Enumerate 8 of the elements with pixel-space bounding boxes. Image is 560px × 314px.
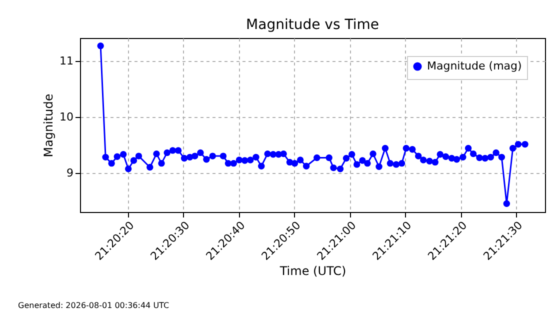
chart-title: Magnitude vs Time: [246, 17, 379, 33]
x-axis-title: Time (UTC): [278, 264, 346, 278]
y-axis-title: Magnitude: [42, 94, 56, 158]
y-tick-label: 10: [60, 110, 74, 124]
y-tick-label: 9: [66, 166, 74, 180]
y-tick-label: 11: [60, 54, 74, 68]
text: Generated: 2026-08-01 00:36:44 UTC: [18, 301, 170, 310]
legend-label: Magnitude (mag): [427, 60, 522, 72]
